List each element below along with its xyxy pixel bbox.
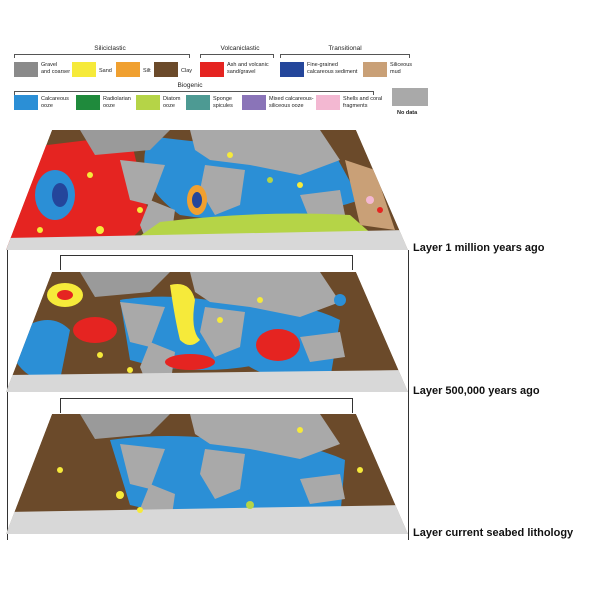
swatch-siliceous-mud: [363, 62, 387, 77]
swatch-fine-calcareous: [280, 62, 304, 77]
legend-label-siliceous-mud: Siliceous mud: [390, 62, 413, 75]
legend-group-volcaniclastic: Volcaniclastic: [220, 45, 260, 52]
legend-label-diatom: Diatom ooze: [163, 96, 181, 109]
connector-left: [7, 250, 8, 540]
swatch-calcareous-ooze: [14, 95, 38, 110]
swatch-gravel: [14, 62, 38, 77]
swatch-clay: [154, 62, 178, 77]
legend-label-sponge: Sponge spicules: [213, 96, 233, 109]
legend-label-mixed: Mixed calcareous- siliceous ooze: [269, 96, 314, 109]
swatch-diatom: [136, 95, 160, 110]
legend-label-sand: Sand: [99, 68, 112, 74]
connector-top-2: [60, 398, 352, 399]
layer-caption-1: Layer 1 million years ago: [413, 242, 545, 254]
legend-label-shells: Shells and coral fragments: [343, 96, 383, 109]
connector-top-1: [60, 255, 352, 256]
legend-bracket-volcaniclastic: [200, 54, 274, 58]
legend-label-radiolarian: Radiolarian ooze: [103, 96, 131, 109]
legend-bracket-biogenic: [14, 91, 374, 95]
swatch-mixed: [242, 95, 266, 110]
legend-label-calcareous-ooze: Calcareous ooze: [41, 96, 69, 109]
connector-inner-right-1: [352, 255, 353, 270]
swatch-ash: [200, 62, 224, 77]
legend-label-no-data: No data: [397, 110, 418, 116]
layer-caption-2: Layer 500,000 years ago: [413, 385, 540, 397]
legend-label-clay: Clay: [181, 68, 193, 74]
swatch-silt: [116, 62, 140, 77]
map-layer-2: [6, 272, 408, 392]
legend-bracket-transitional: [280, 54, 410, 58]
legend-bracket-siliciclastic: [14, 54, 190, 58]
legend-group-biogenic: Biogenic: [177, 82, 203, 89]
swatch-sand: [72, 62, 96, 77]
legend-label-ash: Ash and volcanic sand/gravel: [227, 62, 269, 75]
swatch-sponge: [186, 95, 210, 110]
map-layer-3: [6, 414, 408, 534]
legend-label-gravel: Gravel and coarser: [41, 62, 71, 75]
legend-group-siliciclastic: Siliciclastic: [94, 45, 126, 52]
swatch-shells: [316, 95, 340, 110]
connector-inner-left-1: [60, 255, 61, 270]
swatch-no-data: [392, 88, 428, 106]
legend-group-transitional: Transitional: [328, 45, 362, 52]
connector-inner-right-2: [352, 398, 353, 413]
connector-right: [408, 250, 409, 540]
swatch-radiolarian: [76, 95, 100, 110]
legend-label-silt: Silt: [143, 68, 151, 74]
connector-inner-left-2: [60, 398, 61, 413]
legend-label-fine-calcareous: Fine-grained calcareous sediment: [307, 62, 358, 75]
map-layer-1: [6, 130, 408, 250]
layer-caption-3: Layer current seabed lithology: [413, 527, 574, 539]
